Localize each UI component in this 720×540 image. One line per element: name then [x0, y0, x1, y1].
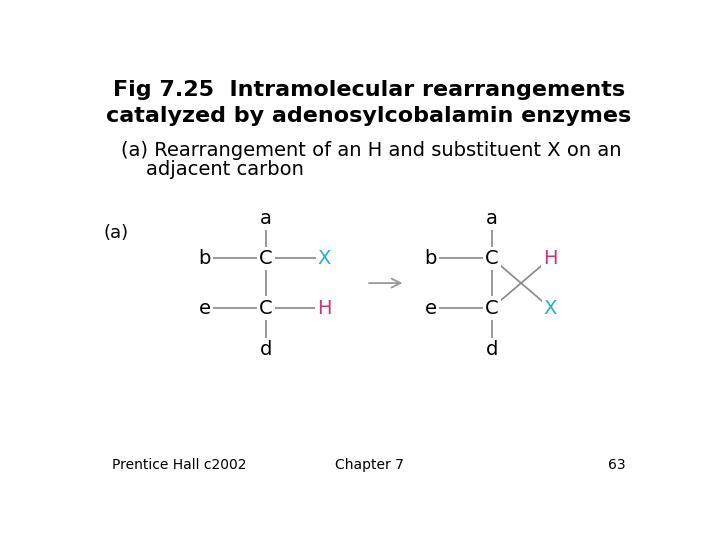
Text: d: d [260, 340, 272, 359]
Text: a: a [260, 209, 271, 228]
Text: e: e [199, 299, 210, 318]
Text: C: C [259, 248, 273, 268]
Text: X: X [318, 248, 331, 268]
Text: C: C [259, 299, 273, 318]
Text: e: e [424, 299, 436, 318]
Text: b: b [198, 248, 210, 268]
Text: adjacent carbon: adjacent carbon [121, 160, 304, 179]
Text: H: H [317, 299, 332, 318]
Text: a: a [486, 209, 498, 228]
Text: 63: 63 [608, 458, 626, 472]
Text: (a): (a) [104, 224, 129, 242]
Text: b: b [424, 248, 436, 268]
Text: catalyzed by adenosylcobalamin enzymes: catalyzed by adenosylcobalamin enzymes [107, 105, 631, 125]
Text: (a) Rearrangement of an H and substituent X on an: (a) Rearrangement of an H and substituen… [121, 140, 621, 159]
Text: H: H [543, 248, 557, 268]
Text: Fig 7.25  Intramolecular rearrangements: Fig 7.25 Intramolecular rearrangements [113, 80, 625, 100]
Text: X: X [544, 299, 557, 318]
Text: d: d [485, 340, 498, 359]
Text: Chapter 7: Chapter 7 [335, 458, 403, 472]
Text: Prentice Hall c2002: Prentice Hall c2002 [112, 458, 247, 472]
Text: C: C [485, 248, 498, 268]
Text: C: C [485, 299, 498, 318]
